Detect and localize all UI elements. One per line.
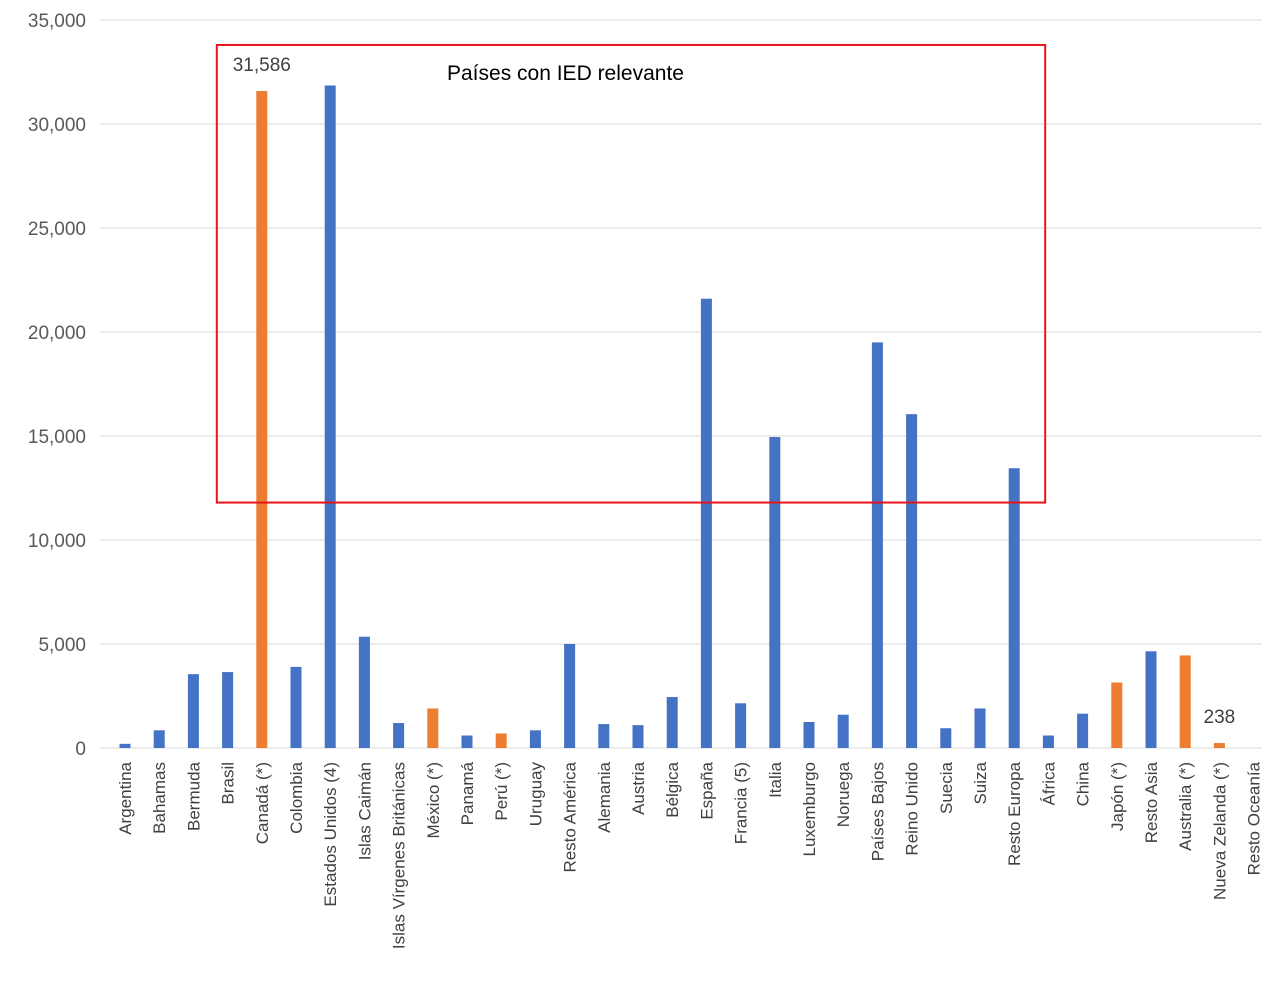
x-tick-label: Resto Asia — [1142, 761, 1161, 843]
x-tick-label: Países Bajos — [868, 762, 887, 861]
x-tick-label: Perú (*) — [492, 762, 511, 821]
bar — [153, 730, 165, 748]
bar — [803, 722, 815, 748]
annotation-box — [215, 43, 1047, 504]
x-tick-label: Japón (*) — [1108, 762, 1127, 831]
x-tick-label: Francia (5) — [732, 762, 751, 844]
bar — [1179, 655, 1191, 748]
bar — [940, 728, 952, 748]
y-tick-label: 5,000 — [38, 635, 86, 656]
x-tick-label: Islas Vírgenes Británicas — [390, 762, 409, 949]
bar — [187, 674, 199, 748]
bar — [1145, 651, 1157, 748]
x-tick-label: Austria — [629, 761, 648, 814]
bar — [1042, 735, 1054, 748]
x-tick-label: China — [1074, 761, 1093, 806]
y-tick-label: 35,000 — [28, 11, 86, 32]
x-tick-label: Resto Europa — [1005, 761, 1024, 865]
bar — [1213, 743, 1225, 748]
bar — [358, 636, 370, 748]
x-tick-label: Argentina — [116, 761, 135, 834]
bars — [119, 85, 1225, 748]
y-axis-ticks: 0 5,000 10,000 15,000 20,000 25,000 30,000 35,0… — [28, 11, 86, 760]
x-tick-label: Brasil — [219, 762, 238, 805]
data-labels: 31,586 238 — [233, 55, 1236, 728]
x-tick-label: Uruguay — [526, 762, 545, 827]
bar — [837, 714, 849, 748]
annotation: Países con IED relevante — [215, 43, 1047, 504]
bar — [1111, 682, 1123, 748]
x-tick-label: Estados Unidos (4) — [321, 762, 340, 907]
bar — [974, 708, 986, 748]
x-tick-label: México (*) — [424, 762, 443, 839]
x-tick-label: África — [1039, 761, 1058, 805]
x-tick-label: Islas Caimán — [355, 762, 374, 860]
x-tick-label: Colombia — [287, 761, 306, 833]
x-tick-label: Alemania — [595, 761, 614, 832]
y-tick-label: 20,000 — [28, 323, 86, 344]
y-tick-label: 30,000 — [28, 115, 86, 136]
x-tick-label: Italia — [766, 761, 785, 797]
bar — [769, 437, 781, 748]
x-tick-label: Resto Oceanía — [1245, 761, 1264, 875]
x-tick-label: Bélgica — [663, 761, 682, 817]
y-tick-label: 10,000 — [28, 531, 86, 552]
data-label: 31,586 — [233, 55, 291, 76]
x-tick-label: Canadá (*) — [253, 762, 272, 844]
bar — [632, 725, 644, 748]
x-tick-label: Nueva Zelanda (*) — [1210, 762, 1229, 900]
y-tick-label: 15,000 — [28, 427, 86, 448]
x-tick-label: España — [697, 761, 716, 819]
bar — [564, 644, 576, 748]
x-tick-label: Bahamas — [150, 762, 169, 834]
x-tick-label: Suiza — [971, 761, 990, 804]
bar — [290, 666, 302, 748]
bar — [461, 735, 473, 748]
bar — [598, 724, 610, 748]
bar — [119, 743, 131, 748]
annotation-text: Países con IED relevante — [447, 62, 684, 85]
x-tick-label: Resto América — [561, 761, 580, 872]
bar — [222, 672, 234, 748]
x-axis-labels: Argentina Bahamas Bermuda Brasil Canadá (*) C… — [116, 761, 1264, 949]
x-tick-label: Australia (*) — [1176, 762, 1195, 851]
x-tick-label: Panamá — [458, 761, 477, 825]
bar — [393, 723, 405, 748]
bar — [1008, 468, 1020, 748]
bar — [427, 708, 439, 748]
bar — [495, 733, 507, 748]
x-tick-label: Bermuda — [184, 761, 203, 831]
x-tick-label: Reino Unido — [903, 762, 922, 856]
bar — [735, 703, 747, 748]
y-tick-label: 25,000 — [28, 219, 86, 240]
bar — [666, 697, 678, 748]
x-tick-label: Noruega — [834, 761, 853, 827]
gridlines — [100, 19, 1262, 749]
bar — [906, 414, 918, 748]
bar — [871, 342, 883, 748]
x-tick-label: Suecia — [937, 761, 956, 814]
y-tick-label: 0 — [75, 739, 86, 760]
bar — [324, 85, 336, 748]
bar — [700, 298, 712, 748]
bar — [256, 91, 268, 748]
bar — [529, 730, 541, 748]
bar — [1077, 713, 1089, 748]
x-tick-label: Luxemburgo — [800, 762, 819, 857]
data-label: 238 — [1204, 707, 1236, 728]
